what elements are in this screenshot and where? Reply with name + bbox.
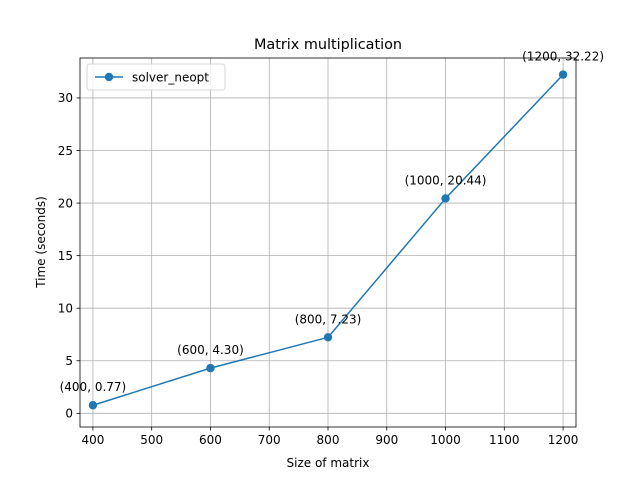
legend-marker <box>104 72 114 82</box>
axes: 400 500 600 700 800 900 1000 1100 1200 0 5 10 15 20 25… <box>58 91 579 447</box>
x-tick-label: 600 <box>199 433 222 447</box>
grid <box>80 58 576 427</box>
data-label: (600, 4.30) <box>177 343 244 357</box>
series-layer <box>88 70 568 410</box>
data-point <box>206 363 215 373</box>
data-label: (1200, 32.22) <box>522 50 604 64</box>
x-tick-label: 1200 <box>548 433 579 447</box>
legend-box <box>86 63 226 91</box>
x-tick-label: 800 <box>317 433 340 447</box>
y-tick-label: 10 <box>58 302 73 316</box>
data-point <box>323 333 333 342</box>
data-label: (800, 7.23) <box>295 312 362 326</box>
x-axis-label: Size of matrix <box>287 456 370 470</box>
data-point <box>441 194 450 203</box>
y-tick-label: 15 <box>58 249 73 263</box>
annotations: (400, 0.77) (600, 4.30) (800, 7.23) (1000, … <box>60 50 604 395</box>
data-label: (400, 0.77) <box>60 380 127 394</box>
legend-label: solver_neopt <box>132 70 209 84</box>
chart-title: Matrix multiplication <box>254 37 402 53</box>
x-tick-label: 700 <box>258 433 281 447</box>
y-tick-label: 20 <box>58 196 73 210</box>
x-tick-label: 500 <box>140 433 163 447</box>
y-axis-label: Time (seconds) <box>34 196 48 289</box>
x-tick-label: 900 <box>375 433 398 447</box>
data-point <box>558 70 568 79</box>
y-tick-label: 5 <box>65 354 73 368</box>
x-tick-label: 400 <box>81 433 104 447</box>
data-point <box>88 401 98 410</box>
x-tick-label: 1000 <box>430 433 461 447</box>
x-tick-label: 1100 <box>489 433 520 447</box>
legend: solver_neopt <box>86 63 226 91</box>
y-tick-label: 25 <box>58 144 73 158</box>
y-tick-label: 0 <box>65 407 73 421</box>
y-tick-label: 30 <box>58 91 73 105</box>
data-label: (1000, 20.44) <box>405 173 487 187</box>
